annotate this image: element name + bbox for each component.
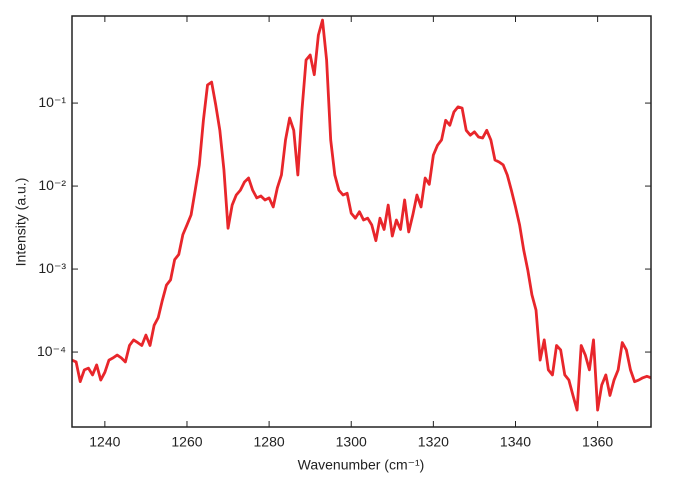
x-tick-label: 1340 <box>500 434 531 450</box>
x-tick-label: 1280 <box>254 434 285 450</box>
x-tick-label: 1320 <box>418 434 449 450</box>
x-tick-label: 1300 <box>336 434 367 450</box>
y-tick-label: 10⁻² <box>38 177 66 193</box>
x-tick-label: 1260 <box>171 434 202 450</box>
y-tick-label: 10⁻⁴ <box>37 343 66 359</box>
data-line <box>72 18 651 412</box>
x-tick-label: 1360 <box>582 434 613 450</box>
x-axis-label: Wavenumber (cm⁻¹) <box>298 457 425 473</box>
y-tick-label: 10⁻³ <box>38 260 66 276</box>
y-axis-label: Intensity (a.u.) <box>13 178 29 267</box>
plot-frame <box>71 15 652 428</box>
x-tick-label: 1240 <box>89 434 120 450</box>
y-tick-label: 10⁻¹ <box>38 94 66 110</box>
